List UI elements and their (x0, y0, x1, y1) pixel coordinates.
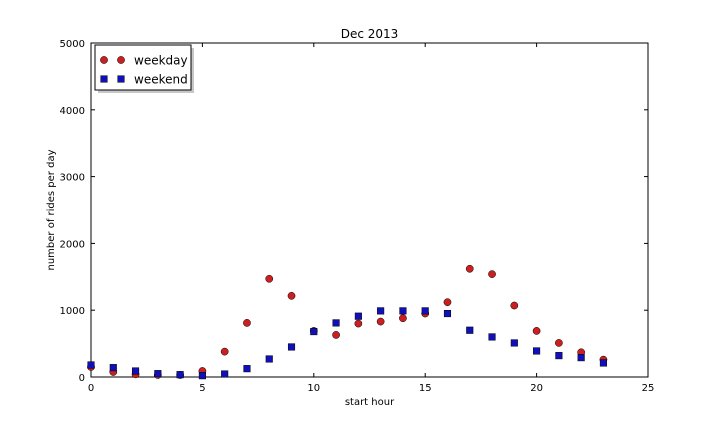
weekday-point (376, 317, 385, 326)
weekend-point (533, 347, 541, 355)
legend-items: weekday weekend (100, 54, 188, 87)
weekend-point (176, 371, 184, 379)
chart-title: Dec 2013 (341, 27, 399, 41)
weekend-point (265, 355, 273, 363)
y-tick-label: 1000 (60, 306, 85, 317)
weekend-point (109, 364, 117, 372)
y-tick-label: 5000 (60, 39, 85, 50)
y-tick-label: 2000 (60, 239, 85, 250)
weekday-point (443, 298, 452, 307)
weekend-point (332, 319, 340, 327)
x-tick-label: 25 (642, 383, 655, 394)
weekend-point (310, 328, 318, 336)
weekday-point (488, 270, 496, 278)
weekend-point (354, 312, 362, 320)
legend-marker-weekend (117, 75, 125, 83)
data-points (87, 264, 608, 380)
weekend-point (87, 361, 95, 369)
weekday-point (220, 347, 229, 356)
legend: weekday weekend (94, 44, 194, 93)
weekday-point (399, 314, 407, 323)
weekday-point (354, 319, 363, 328)
weekend-point (421, 307, 429, 315)
legend-marker-weekday (100, 56, 108, 64)
axis-ticks: 0 5 10 15 20 25 0 1000 2000 3000 4000 5000 (60, 39, 655, 394)
weekend-point (488, 333, 496, 341)
x-tick-label: 5 (199, 383, 205, 394)
weekday-point (465, 264, 474, 273)
weekend-point (399, 307, 407, 315)
weekend-point (154, 370, 162, 378)
weekend-point (287, 343, 296, 351)
weekend-point (510, 339, 518, 347)
weekday-point (287, 291, 296, 300)
legend-label-weekday: weekday (134, 54, 188, 68)
x-tick-label: 0 (88, 383, 94, 394)
legend-label-weekend: weekend (134, 73, 188, 87)
y-tick-label: 0 (79, 373, 85, 384)
y-tick-label: 3000 (60, 173, 85, 184)
weekend-point (243, 365, 251, 373)
legend-marker-weekend (100, 75, 108, 83)
y-tick-label: 4000 (60, 106, 85, 117)
x-tick-label: 10 (307, 383, 320, 394)
x-tick-label: 15 (419, 383, 432, 394)
weekday-point (510, 301, 519, 310)
weekend-point (555, 352, 563, 360)
weekend-point (377, 307, 385, 315)
weekend-point (443, 309, 452, 318)
weekend-point (221, 370, 229, 378)
y-axis-label: number of rides per day (46, 149, 57, 270)
weekday-point (332, 331, 340, 339)
weekend-point (599, 359, 607, 367)
x-axis-label: start hour (345, 397, 395, 408)
plot-area (90, 42, 649, 378)
weekend-point (577, 354, 585, 362)
legend-marker-weekday (117, 56, 125, 64)
legend-box (94, 44, 192, 91)
weekend-point (198, 372, 206, 380)
weekend-point (466, 326, 474, 334)
weekend-point (132, 367, 140, 375)
weekday-point (555, 339, 563, 347)
series-weekend (87, 307, 607, 380)
weekday-point (243, 319, 251, 327)
x-tick-label: 20 (530, 383, 543, 394)
weekday-point (532, 327, 541, 335)
weekday-point (265, 274, 274, 283)
